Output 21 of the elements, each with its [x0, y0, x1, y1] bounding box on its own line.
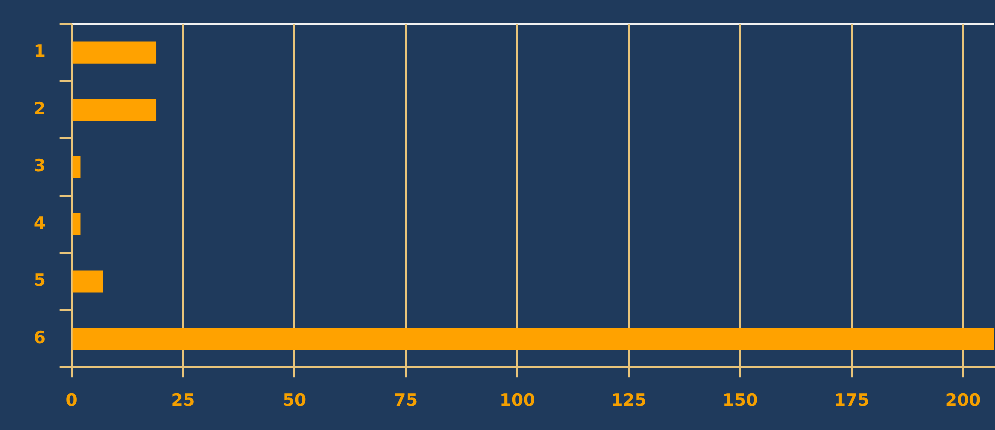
- bar: [72, 156, 81, 178]
- x-tick-label: 100: [500, 391, 536, 412]
- y-tick-label: 4: [34, 214, 46, 234]
- y-tick-label: 2: [34, 99, 46, 120]
- y-tick-label: 5: [34, 271, 46, 292]
- y-tick-label: 6: [34, 328, 46, 348]
- y-tick-label: 1: [34, 42, 46, 62]
- x-tick-label: 175: [834, 391, 870, 412]
- x-tick-label: 125: [611, 391, 647, 412]
- x-tick-label: 50: [282, 391, 307, 412]
- bar: [72, 270, 104, 293]
- y-tick-label: 3: [34, 156, 46, 177]
- x-tick-label: 150: [722, 391, 758, 412]
- x-tick-label: 75: [394, 391, 418, 412]
- x-tick-label: 25: [171, 391, 196, 412]
- bar: [72, 99, 157, 122]
- x-tick-label: 200: [946, 391, 982, 412]
- bar: [72, 328, 994, 350]
- bar: [72, 42, 157, 64]
- bar: [72, 214, 81, 236]
- x-tick-label: 0: [66, 391, 78, 412]
